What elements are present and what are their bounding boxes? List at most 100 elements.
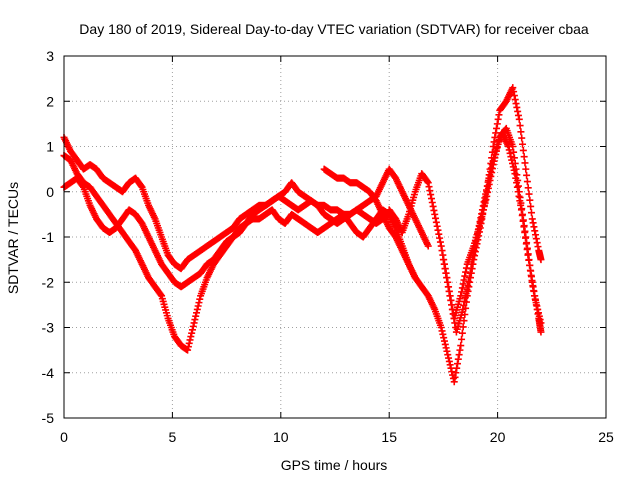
data-point-track-f xyxy=(491,150,499,158)
y-tick-label: 3 xyxy=(46,48,54,64)
data-point-track-e xyxy=(510,148,518,156)
data-point-track-e xyxy=(432,218,440,226)
data-point-track-d xyxy=(523,171,531,179)
data-point-track-b xyxy=(189,322,197,330)
data-point-track-f xyxy=(468,260,476,268)
data-point-track-f xyxy=(536,316,544,324)
data-point-track-f xyxy=(535,312,543,320)
data-point-track-f xyxy=(522,234,530,242)
data-point-track-f xyxy=(465,274,473,282)
data-point-track-f xyxy=(526,261,534,269)
data-point-track-d xyxy=(534,243,542,251)
data-point-track-f xyxy=(530,292,538,300)
data-point-track-f xyxy=(472,238,480,246)
data-point-track-d xyxy=(494,115,502,123)
data-point-track-e xyxy=(459,280,467,288)
x-tick-label: 0 xyxy=(60,429,68,445)
data-point-track-d xyxy=(533,239,541,247)
data-point-track-e xyxy=(460,276,468,284)
data-point-track-f xyxy=(488,161,496,169)
data-point-track-f xyxy=(464,282,472,290)
data-point-track-f xyxy=(465,278,473,286)
data-point-track-e xyxy=(424,179,432,187)
data-point-track-d xyxy=(522,165,530,173)
data-point-track-e xyxy=(432,214,440,222)
data-point-track-b xyxy=(192,312,200,320)
data-point-track-f xyxy=(474,230,482,238)
data-point-track-f xyxy=(443,274,451,282)
y-tick-label: -4 xyxy=(42,365,55,381)
data-point-track-d xyxy=(448,368,456,376)
data-point-track-f xyxy=(490,154,498,162)
data-point-track-d xyxy=(442,344,450,352)
data-point-track-d xyxy=(441,340,449,348)
data-point-track-e xyxy=(423,178,431,186)
data-point-track-d xyxy=(532,235,540,243)
data-point-track-f xyxy=(449,310,457,318)
data-point-track-d xyxy=(531,227,539,235)
data-point-track-d xyxy=(437,324,445,331)
data-point-track-f xyxy=(519,217,527,225)
data-point-track-e xyxy=(428,198,436,206)
x-axis-title: GPS time / hours xyxy=(281,457,388,473)
data-point-track-e xyxy=(429,202,437,210)
data-point-track-f xyxy=(522,240,530,248)
data-point-track-f xyxy=(482,190,490,198)
data-point-track-f xyxy=(510,166,518,174)
data-point-track-f xyxy=(516,197,524,205)
data-point-track-f xyxy=(514,188,522,196)
data-point-track-e xyxy=(425,183,433,191)
data-point-track-f xyxy=(440,260,448,268)
x-tick-label: 15 xyxy=(381,429,397,445)
data-point-track-d xyxy=(518,134,526,142)
data-point-track-f xyxy=(530,287,538,295)
y-tick-label: -3 xyxy=(42,320,55,336)
data-point-track-b xyxy=(188,329,196,337)
data-point-track-f xyxy=(523,245,531,253)
data-point-track-d xyxy=(524,184,532,192)
data-point-track-f xyxy=(447,296,455,304)
data-point-track-d xyxy=(454,355,462,363)
data-point-track-f xyxy=(480,198,488,206)
data-point-track-d xyxy=(453,360,461,368)
data-point-track-f xyxy=(461,294,469,302)
data-point-track-d xyxy=(510,88,518,96)
data-point-track-f xyxy=(528,277,536,285)
data-point-track-d xyxy=(439,330,447,338)
data-point-track-b xyxy=(187,333,195,341)
data-point-track-e xyxy=(457,292,465,300)
data-point-track-d xyxy=(453,364,461,372)
chart-title: Day 180 of 2019, Sidereal Day-to-day VTE… xyxy=(79,21,589,37)
data-point-track-d xyxy=(451,373,459,381)
data-point-track-f xyxy=(470,247,478,255)
data-point-track-e xyxy=(427,191,435,199)
data-point-track-f xyxy=(520,223,528,231)
y-tick-label: -2 xyxy=(42,274,55,290)
data-point-track-d xyxy=(519,140,527,148)
data-point-track-f xyxy=(517,201,525,209)
data-point-track-d xyxy=(493,120,501,128)
data-point-track-f xyxy=(441,265,449,273)
data-point-track-d xyxy=(440,337,448,345)
data-point-track-f xyxy=(515,192,523,200)
data-point-track-d xyxy=(445,357,453,365)
data-point-track-d xyxy=(511,96,519,104)
y-tick-label: 1 xyxy=(46,139,54,155)
data-point-track-b xyxy=(186,336,194,344)
data-point-track-f xyxy=(461,297,469,305)
data-point-track-f xyxy=(459,305,467,313)
data-point-track-e xyxy=(461,272,469,280)
data-point-track-d xyxy=(527,209,535,217)
data-point-track-d xyxy=(516,122,524,130)
data-point-track-f xyxy=(462,290,470,298)
data-point-track-d xyxy=(515,115,523,123)
x-tick-label: 25 xyxy=(598,429,614,445)
data-point-track-e xyxy=(430,206,438,214)
data-point-track-d xyxy=(495,111,503,119)
data-point-track-f xyxy=(486,171,494,179)
data-point-track-e xyxy=(433,222,441,230)
data-point-track-f xyxy=(460,301,468,309)
y-tick-label: 2 xyxy=(46,93,54,109)
